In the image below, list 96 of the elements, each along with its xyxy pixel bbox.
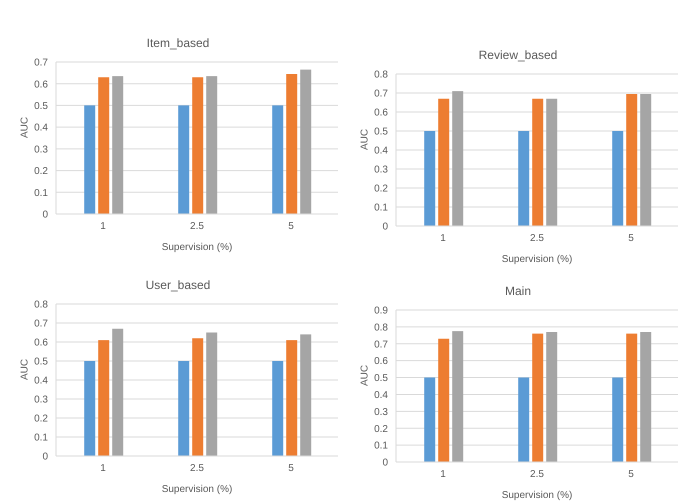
x-tick-label: 5 <box>288 221 294 232</box>
y-tick-label: 0.4 <box>34 122 48 134</box>
x-axis-title: Supervision (%) <box>162 242 232 253</box>
y-tick-label: 0.5 <box>374 126 388 138</box>
x-tick-label: 5 <box>628 469 634 480</box>
x-axis-title: Supervision (%) <box>162 484 232 495</box>
bar <box>626 334 638 462</box>
y-tick-label: 0.3 <box>34 394 48 406</box>
y-tick-label: 0.4 <box>34 376 48 387</box>
y-tick-label: 0 <box>382 222 388 233</box>
y-tick-label: 0.8 <box>374 70 388 81</box>
bar <box>98 77 110 214</box>
chart-title: Review_based <box>478 48 558 64</box>
y-tick-label: 0.4 <box>374 390 388 401</box>
bar <box>518 131 530 226</box>
x-tick-label: 1 <box>100 221 106 232</box>
bar <box>300 334 312 456</box>
bar <box>84 105 96 214</box>
y-tick-label: 0.6 <box>34 338 48 349</box>
y-tick-label: 0.7 <box>374 88 388 100</box>
chart-title: Main <box>504 284 532 300</box>
chart-title: User_based <box>144 278 212 294</box>
bar <box>424 131 436 226</box>
bar <box>206 332 218 456</box>
bar <box>546 98 558 226</box>
x-tick-label: 2.5 <box>530 469 544 480</box>
bar <box>626 94 638 226</box>
bar <box>452 331 464 462</box>
y-tick-label: 0.2 <box>374 424 388 435</box>
y-tick-label: 0.1 <box>374 440 388 452</box>
y-tick-label: 0.1 <box>34 432 48 444</box>
y-tick-label: 0.9 <box>374 306 388 317</box>
y-axis-title: AUC <box>360 364 371 386</box>
y-tick-label: 0.8 <box>34 300 48 311</box>
bar <box>192 77 204 214</box>
bar <box>272 105 284 214</box>
x-tick-label: 2.5 <box>190 463 204 474</box>
y-tick-label: 0.1 <box>34 188 48 199</box>
y-tick-label: 0.4 <box>374 146 388 157</box>
bar <box>640 94 652 226</box>
bar <box>272 361 284 456</box>
bar <box>532 334 544 462</box>
y-tick-label: 0.3 <box>374 164 388 176</box>
y-tick-label: 0.8 <box>374 322 388 334</box>
bar <box>532 98 544 226</box>
y-tick-label: 0.6 <box>374 108 388 119</box>
bar <box>206 76 218 214</box>
y-tick-label: 0.2 <box>34 166 48 178</box>
y-tick-label: 0.5 <box>34 356 48 368</box>
bar <box>178 361 190 456</box>
bar <box>112 76 124 214</box>
x-axis-title: Supervision (%) <box>502 490 572 501</box>
x-tick-label: 1 <box>440 469 446 480</box>
y-tick-label: 0 <box>42 452 48 463</box>
bar <box>640 332 652 462</box>
x-tick-label: 5 <box>288 463 294 474</box>
y-tick-label: 0.7 <box>374 339 388 350</box>
y-tick-label: 0.5 <box>34 100 48 112</box>
bar <box>98 340 110 456</box>
y-tick-label: 0.6 <box>34 79 48 90</box>
y-tick-label: 0.3 <box>374 406 388 418</box>
bar <box>612 131 624 226</box>
y-axis-title: AUC <box>20 358 31 380</box>
x-tick-label: 2.5 <box>530 233 544 244</box>
y-tick-label: 0.6 <box>374 356 388 368</box>
bar <box>438 98 450 226</box>
bar <box>546 332 558 462</box>
bar <box>286 74 298 214</box>
bar <box>192 338 204 456</box>
x-tick-label: 1 <box>100 463 106 474</box>
x-tick-label: 2.5 <box>190 221 204 232</box>
bar <box>612 378 624 462</box>
bar <box>84 361 96 456</box>
y-tick-label: 0 <box>382 458 388 469</box>
y-axis-title: AUC <box>360 128 371 150</box>
y-axis-title: AUC <box>20 116 31 138</box>
x-axis-title: Supervision (%) <box>502 254 572 265</box>
x-tick-label: 5 <box>628 233 634 244</box>
bar <box>300 70 312 214</box>
bar <box>112 328 124 456</box>
y-tick-label: 0.7 <box>34 58 48 69</box>
bar <box>178 105 190 214</box>
y-tick-label: 0.7 <box>34 318 48 330</box>
y-tick-label: 0.1 <box>374 202 388 214</box>
chart-title: Item_based <box>146 36 210 52</box>
y-tick-label: 0.2 <box>34 414 48 425</box>
bar <box>438 338 450 462</box>
bar <box>286 340 298 456</box>
bar <box>424 378 436 462</box>
x-tick-label: 1 <box>440 233 446 244</box>
y-tick-label: 0.3 <box>34 144 48 156</box>
bar <box>452 91 464 226</box>
y-tick-label: 0 <box>42 210 48 221</box>
y-tick-label: 0.5 <box>374 373 388 384</box>
y-tick-label: 0.2 <box>374 184 388 195</box>
bar <box>518 378 530 462</box>
